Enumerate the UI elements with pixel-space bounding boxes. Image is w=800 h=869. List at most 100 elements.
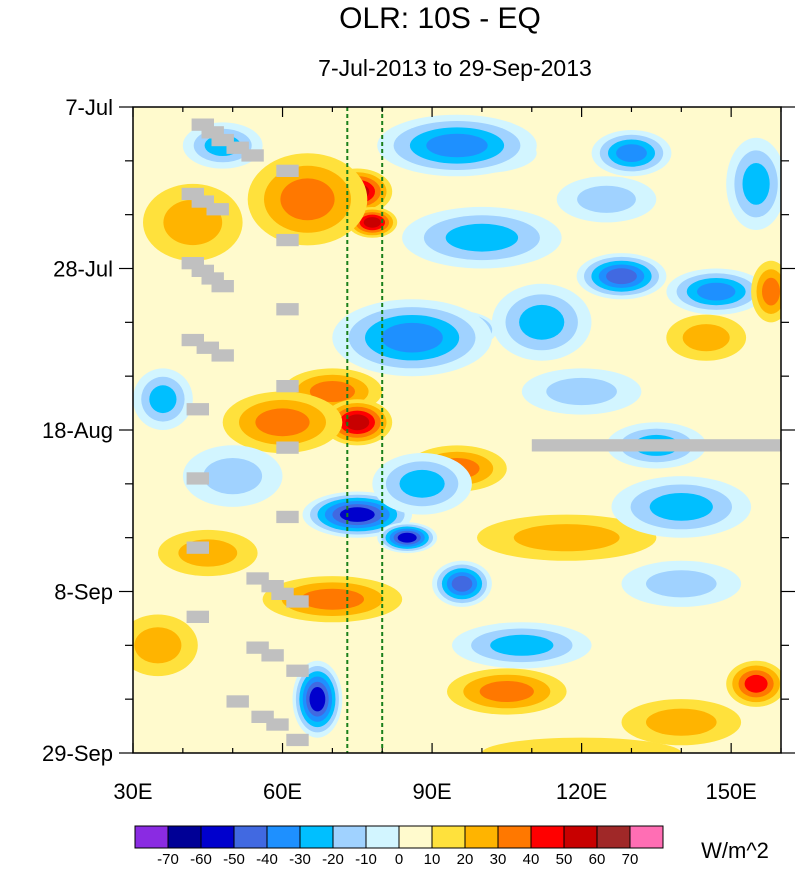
anomaly-level xyxy=(577,185,636,213)
colorbar-level-label: 0 xyxy=(395,851,403,868)
anomaly-blob xyxy=(621,699,742,746)
anomaly-blob xyxy=(491,283,592,361)
missing-data-cell xyxy=(266,718,289,731)
colorbar-swatch xyxy=(563,825,598,849)
anomaly-level xyxy=(203,458,263,495)
anomaly-level xyxy=(697,282,736,301)
colorbar-level-label: -50 xyxy=(223,851,245,868)
anomaly-level xyxy=(345,414,370,431)
y-tick-label: 29-Sep xyxy=(42,741,113,766)
chart-title: OLR: 10S - EQ xyxy=(339,2,541,35)
anomaly-level xyxy=(606,268,637,285)
missing-data-cell xyxy=(211,349,234,362)
anomaly-blob xyxy=(133,368,193,431)
missing-data-cell xyxy=(276,164,299,177)
anomaly-blob xyxy=(372,453,472,515)
y-tick-label: 7-Jul xyxy=(65,95,113,120)
missing-data-cell xyxy=(186,610,209,623)
anomaly-blob xyxy=(621,560,742,607)
anomaly-blob xyxy=(556,176,657,223)
missing-data-cells xyxy=(181,118,781,747)
colorbar-swatch xyxy=(332,825,367,849)
anomaly-blob xyxy=(591,130,672,177)
colorbar-level-label: 30 xyxy=(490,851,507,868)
anomaly-level xyxy=(479,681,534,702)
anomaly-level xyxy=(546,377,617,406)
colorbar-level-label: 50 xyxy=(556,851,573,868)
colorbar-swatch xyxy=(134,825,169,849)
colorbar-swatch xyxy=(629,825,664,849)
anomaly-level xyxy=(339,507,375,522)
anomaly-blob xyxy=(133,614,198,677)
plot-area xyxy=(133,107,781,753)
colorbar: -70 -60 -50 -40 -30 -20 -10 0 10 20 30 40 50 60 70 W/m^… xyxy=(134,825,769,868)
anomaly-blob xyxy=(477,514,657,561)
anomaly-level xyxy=(519,304,565,340)
colorbar-level-label: 20 xyxy=(457,851,474,868)
missing-data-cell xyxy=(276,510,299,524)
colorbar-level-label: -20 xyxy=(322,851,344,868)
anomaly-blob xyxy=(726,660,781,707)
missing-data-band xyxy=(531,439,781,452)
colorbar-swatch xyxy=(464,825,499,849)
anomaly-level xyxy=(149,385,177,414)
anomaly-blob xyxy=(751,260,781,323)
x-tick-label: 150E xyxy=(705,779,756,804)
x-axis: 30E 60E 90E 120E 150E xyxy=(113,107,782,804)
anomaly-level xyxy=(513,524,620,552)
missing-data-cell xyxy=(276,233,299,247)
anomaly-level xyxy=(616,144,647,163)
anomaly-blob xyxy=(432,560,492,607)
anomaly-blob xyxy=(292,660,343,738)
anomaly-level xyxy=(682,324,730,352)
colorbar-swatch xyxy=(299,825,334,849)
x-tick-label: 120E xyxy=(556,779,607,804)
missing-data-cell xyxy=(286,733,309,747)
missing-data-cell xyxy=(286,595,309,608)
anomaly-level xyxy=(646,570,717,598)
x-tick-label: 60E xyxy=(263,779,302,804)
missing-data-cell xyxy=(276,303,299,316)
anomaly-blob xyxy=(666,314,747,361)
x-tick-label: 30E xyxy=(113,779,152,804)
anomaly-blob xyxy=(332,299,492,377)
anomaly-blob xyxy=(726,137,781,230)
colorbar-swatch xyxy=(365,825,400,849)
anomaly-blob xyxy=(377,522,438,554)
anomaly-level xyxy=(397,532,417,543)
anomaly-blob xyxy=(452,622,592,669)
colorbar-level-label: 70 xyxy=(622,851,639,868)
colorbar-level-label: 60 xyxy=(589,851,606,868)
colorbar-level-label: -30 xyxy=(289,851,311,868)
missing-data-cell xyxy=(241,149,264,162)
colorbar-level-label: 10 xyxy=(424,851,441,868)
anomaly-blob xyxy=(247,153,368,246)
colorbar-swatch xyxy=(497,825,532,849)
missing-data-cell xyxy=(261,649,284,662)
colorbar-level-label: -40 xyxy=(256,851,278,868)
colorbar-level-label: -10 xyxy=(355,851,377,868)
anomaly-level xyxy=(363,217,381,228)
colorbar-swatch xyxy=(530,825,565,849)
x-tick-label: 90E xyxy=(412,779,451,804)
y-axis: 7-Jul 28-Jul 18-Aug 8-Sep 29-Sep xyxy=(42,95,795,766)
anomaly-level xyxy=(381,322,443,353)
colorbar-level-label: -60 xyxy=(190,851,212,868)
anomaly-level xyxy=(451,575,473,592)
anomaly-blob xyxy=(576,253,667,300)
anomaly-blob xyxy=(611,476,752,538)
anomaly-level xyxy=(490,634,554,656)
missing-data-cell xyxy=(286,664,309,677)
missing-data-cell xyxy=(206,203,229,216)
anomaly-blob xyxy=(447,668,567,715)
colorbar-swatch xyxy=(398,825,433,849)
anomaly-level xyxy=(134,627,182,664)
colorbar-unit-label: W/m^2 xyxy=(701,838,769,863)
missing-data-cell xyxy=(226,695,249,708)
colorbar-swatch xyxy=(200,825,235,849)
missing-data-cell xyxy=(276,380,299,393)
anomaly-level xyxy=(445,223,519,252)
y-tick-label: 18-Aug xyxy=(42,418,113,443)
anomaly-level xyxy=(255,408,310,437)
